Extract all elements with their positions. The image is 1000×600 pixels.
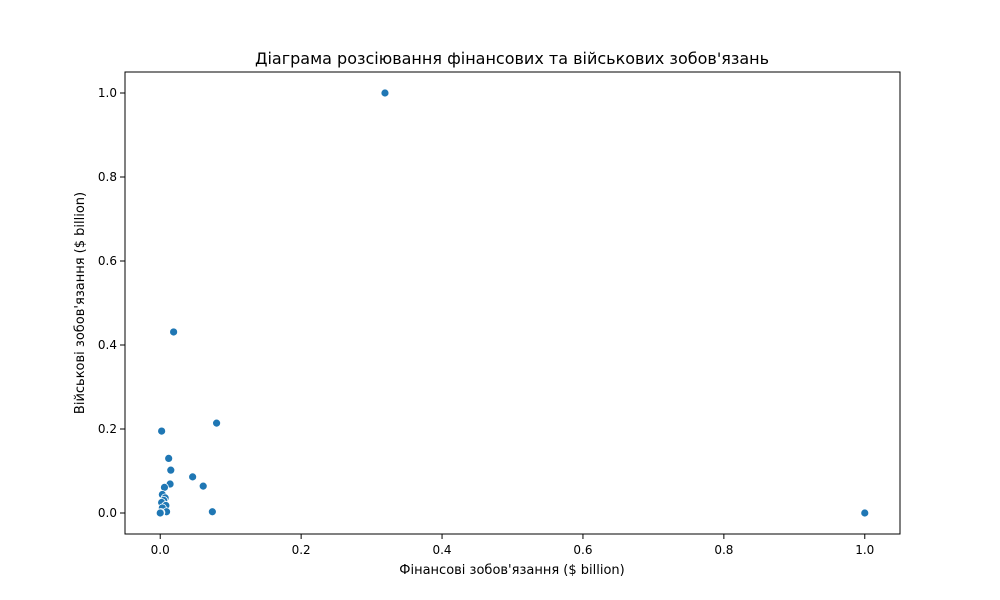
data-point bbox=[380, 88, 390, 98]
y-axis: 0.0 0.2 0.4 0.6 0.8 1.0 bbox=[98, 86, 125, 520]
plot-area bbox=[155, 88, 870, 518]
data-point bbox=[188, 472, 198, 482]
y-tick-label: 0.2 bbox=[98, 422, 117, 436]
x-tick-label: 0.8 bbox=[714, 543, 733, 557]
data-point bbox=[207, 507, 217, 517]
chart-title: Діаграма розсіювання фінансових та війсь… bbox=[255, 49, 769, 68]
y-tick-label: 0.8 bbox=[98, 170, 117, 184]
data-point bbox=[169, 327, 179, 337]
data-point bbox=[860, 508, 870, 518]
data-point bbox=[164, 453, 174, 463]
x-tick-label: 1.0 bbox=[855, 543, 874, 557]
x-tick-label: 0.6 bbox=[573, 543, 592, 557]
data-point bbox=[198, 481, 208, 491]
x-tick-label: 0.0 bbox=[151, 543, 170, 557]
data-point bbox=[155, 508, 165, 518]
y-tick-label: 0.0 bbox=[98, 506, 117, 520]
x-tick-label: 0.4 bbox=[432, 543, 451, 557]
data-point bbox=[212, 418, 221, 428]
x-axis: 0.0 0.2 0.4 0.6 0.8 1.0 bbox=[151, 534, 874, 557]
data-point bbox=[166, 465, 176, 475]
y-tick-label: 1.0 bbox=[98, 86, 117, 100]
data-point bbox=[157, 426, 167, 436]
x-axis-label: Фінансові зобов'язання ($ billion) bbox=[399, 563, 624, 578]
y-tick-label: 0.4 bbox=[98, 338, 117, 352]
y-tick-label: 0.6 bbox=[98, 254, 117, 268]
plot-frame bbox=[124, 71, 901, 535]
x-tick-label: 0.2 bbox=[292, 543, 311, 557]
y-axis-label: Військові зобов'язання ($ billion) bbox=[73, 192, 88, 414]
